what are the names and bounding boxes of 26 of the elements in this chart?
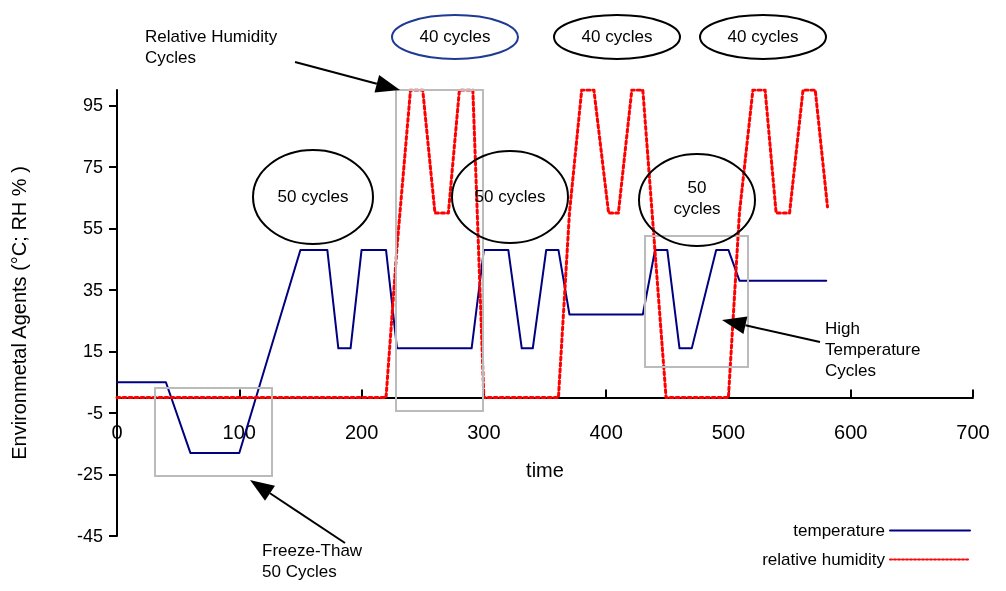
x-tick-label: 300 <box>467 420 501 443</box>
y-tick-label: -45 <box>76 526 103 546</box>
legend-label: relative humidity <box>762 550 886 569</box>
x-tick-label: 200 <box>344 420 379 443</box>
x-axis-title: time <box>526 458 564 481</box>
y-tick-label: -25 <box>76 464 103 485</box>
annotation: 50 cycles <box>672 177 722 219</box>
y-tick-label: 75 <box>82 156 103 177</box>
text: Relative Humidity Cycles <box>145 26 279 68</box>
annotation: High Temperature Cycles <box>825 318 922 381</box>
y-tick-label: 95 <box>82 95 103 116</box>
y-tick-label: 15 <box>82 341 103 362</box>
text: 40 cycles <box>726 26 800 47</box>
y-tick-label: 35 <box>82 279 103 300</box>
text: 40 cycles <box>418 26 492 47</box>
y-tick-label: -5 <box>86 402 103 423</box>
x-tick-label: 600 <box>834 420 868 443</box>
x-tick-label: 500 <box>711 420 746 443</box>
legend-label: temperature <box>793 521 885 540</box>
text: 40 cycles <box>580 26 654 47</box>
text: Freeze-Thaw 50 Cycles <box>262 540 364 582</box>
y-axis-title: Environmetal Agents (°C; RH % ) <box>8 166 30 460</box>
x-tick-label: 400 <box>589 420 623 443</box>
y-tick-label: 55 <box>82 218 103 239</box>
x-tick-label: 700 <box>956 420 990 443</box>
annotation: 50 cycles <box>276 186 350 207</box>
